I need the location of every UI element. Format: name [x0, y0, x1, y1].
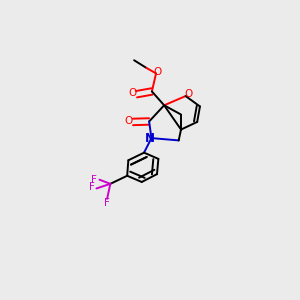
- Text: F: F: [91, 175, 97, 185]
- Text: O: O: [125, 116, 133, 126]
- Text: F: F: [89, 182, 95, 192]
- Text: F: F: [104, 198, 110, 208]
- Text: O: O: [184, 89, 193, 99]
- Text: O: O: [128, 88, 136, 98]
- Text: N: N: [145, 132, 155, 145]
- Text: O: O: [153, 67, 161, 76]
